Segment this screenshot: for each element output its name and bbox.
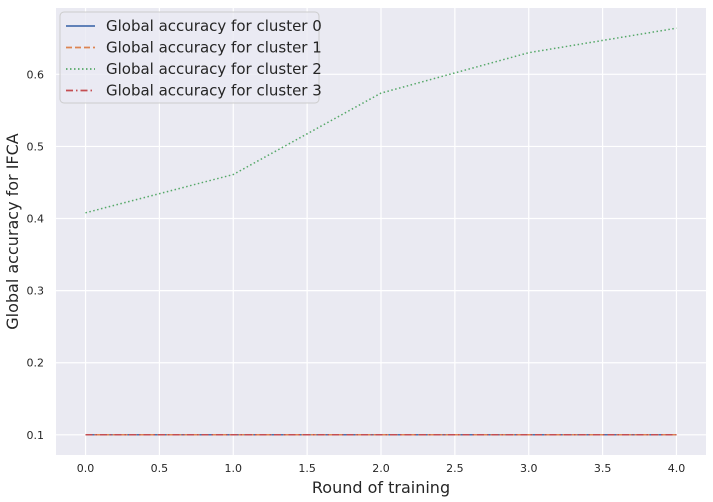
y-tick-label: 0.5 — [27, 140, 45, 153]
legend-label-cluster-2: Global accuracy for cluster 2 — [106, 60, 322, 78]
x-tick-label: 2.5 — [446, 462, 464, 475]
y-tick-label: 0.6 — [27, 68, 45, 81]
series-lines — [85, 27, 677, 436]
x-tick-label: 3.5 — [594, 462, 612, 475]
series-line-cluster-2 — [85, 27, 677, 214]
y-tick-label: 0.1 — [27, 429, 45, 442]
x-tick-label: 1.0 — [225, 462, 243, 475]
x-tick-label: 1.5 — [298, 462, 316, 475]
y-axis-label: Global accuracy for IFCA — [3, 133, 22, 330]
y-tick-label: 0.2 — [27, 357, 45, 370]
x-axis-label: Round of training — [312, 478, 450, 497]
x-tick-label: 0.5 — [151, 462, 169, 475]
x-tick-labels: 0.0 0.5 1.0 1.5 2.0 2.5 3.0 3.5 4.0 — [77, 462, 685, 475]
x-tick-label: 4.0 — [668, 462, 686, 475]
x-tick-label: 3.0 — [520, 462, 538, 475]
x-tick-label: 0.0 — [77, 462, 95, 475]
y-tick-label: 0.3 — [27, 285, 45, 298]
legend-label-cluster-0: Global accuracy for cluster 0 — [106, 17, 322, 35]
legend-label-cluster-1: Global accuracy for cluster 1 — [106, 39, 322, 57]
x-tick-label: 2.0 — [372, 462, 390, 475]
y-tick-labels: 0.1 0.2 0.3 0.4 0.5 0.6 — [27, 68, 45, 441]
legend-label-cluster-3: Global accuracy for cluster 3 — [106, 82, 322, 100]
legend-box — [59, 11, 320, 104]
legend: Global accuracy for cluster 0 Global accu… — [59, 11, 322, 104]
y-tick-label: 0.4 — [27, 213, 45, 226]
